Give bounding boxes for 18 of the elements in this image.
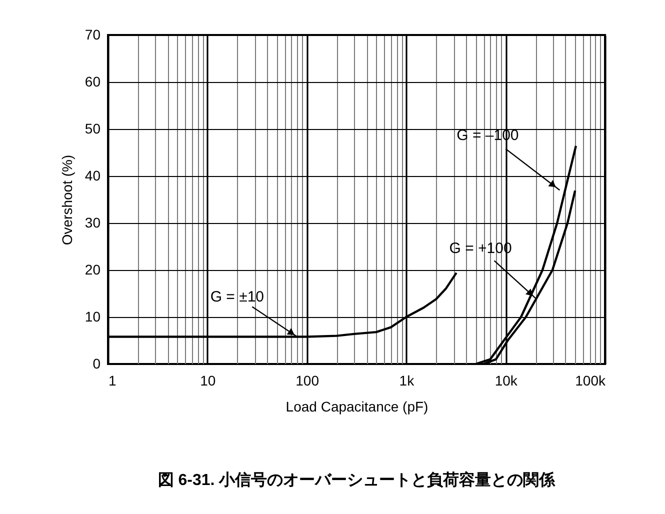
y-tick-label: 50 bbox=[84, 120, 101, 136]
x-tick-label: 10k bbox=[494, 372, 518, 388]
y-tick-label: 20 bbox=[84, 262, 101, 278]
y-tick-label: 70 bbox=[84, 26, 101, 42]
x-axis-title: Load Capacitance (pF) bbox=[286, 398, 428, 414]
x-tick-label: 10 bbox=[200, 372, 216, 388]
y-tick-label: 0 bbox=[92, 356, 101, 372]
y-tick-label: 60 bbox=[84, 74, 101, 90]
x-tick-label: 1k bbox=[399, 372, 416, 388]
text: 図 6-31. 小信号のオーバーシュートと負荷容量との関係 bbox=[158, 470, 556, 489]
x-tick-label: 100 bbox=[296, 372, 320, 388]
y-tick-label: 10 bbox=[84, 308, 101, 324]
y-tick-label: 30 bbox=[84, 214, 101, 230]
y-axis-title: Overshoot (%) bbox=[58, 154, 75, 246]
y-tick-label: 40 bbox=[84, 168, 101, 184]
x-tick-label: 1 bbox=[108, 372, 116, 388]
x-tick-label: 100k bbox=[575, 372, 606, 388]
annotation: G = ±10 bbox=[210, 288, 264, 306]
